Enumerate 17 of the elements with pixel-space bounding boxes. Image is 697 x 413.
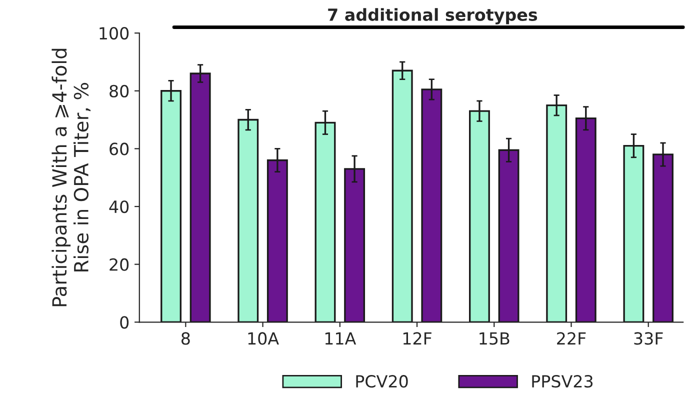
y-axis-title: Participants With a ⩾4-fold Rise in OPA Titer, %: [52, 48, 91, 306]
y-tick-label: 100: [100, 27, 129, 40]
x-tick-label: 22F: [557, 332, 586, 345]
y-tick-label: 0: [120, 316, 129, 329]
x-tick-label: 8: [181, 332, 190, 345]
x-tick-label: 12F: [403, 332, 432, 345]
legend-label: PPSV23: [532, 375, 593, 388]
x-tick-label: 33F: [634, 332, 663, 345]
text: 7 additional serotypes: [328, 8, 538, 24]
legend-label: PCV20: [356, 375, 408, 388]
y-tick-label: 20: [110, 258, 129, 271]
y-tick-label: 80: [110, 84, 129, 98]
x-tick-label: 10A: [248, 332, 279, 345]
y-tick-label: 60: [110, 142, 129, 156]
x-tick-label: 11A: [325, 332, 356, 345]
x-tick-label: 15B: [480, 332, 510, 345]
y-tick-label: 40: [109, 200, 129, 214]
